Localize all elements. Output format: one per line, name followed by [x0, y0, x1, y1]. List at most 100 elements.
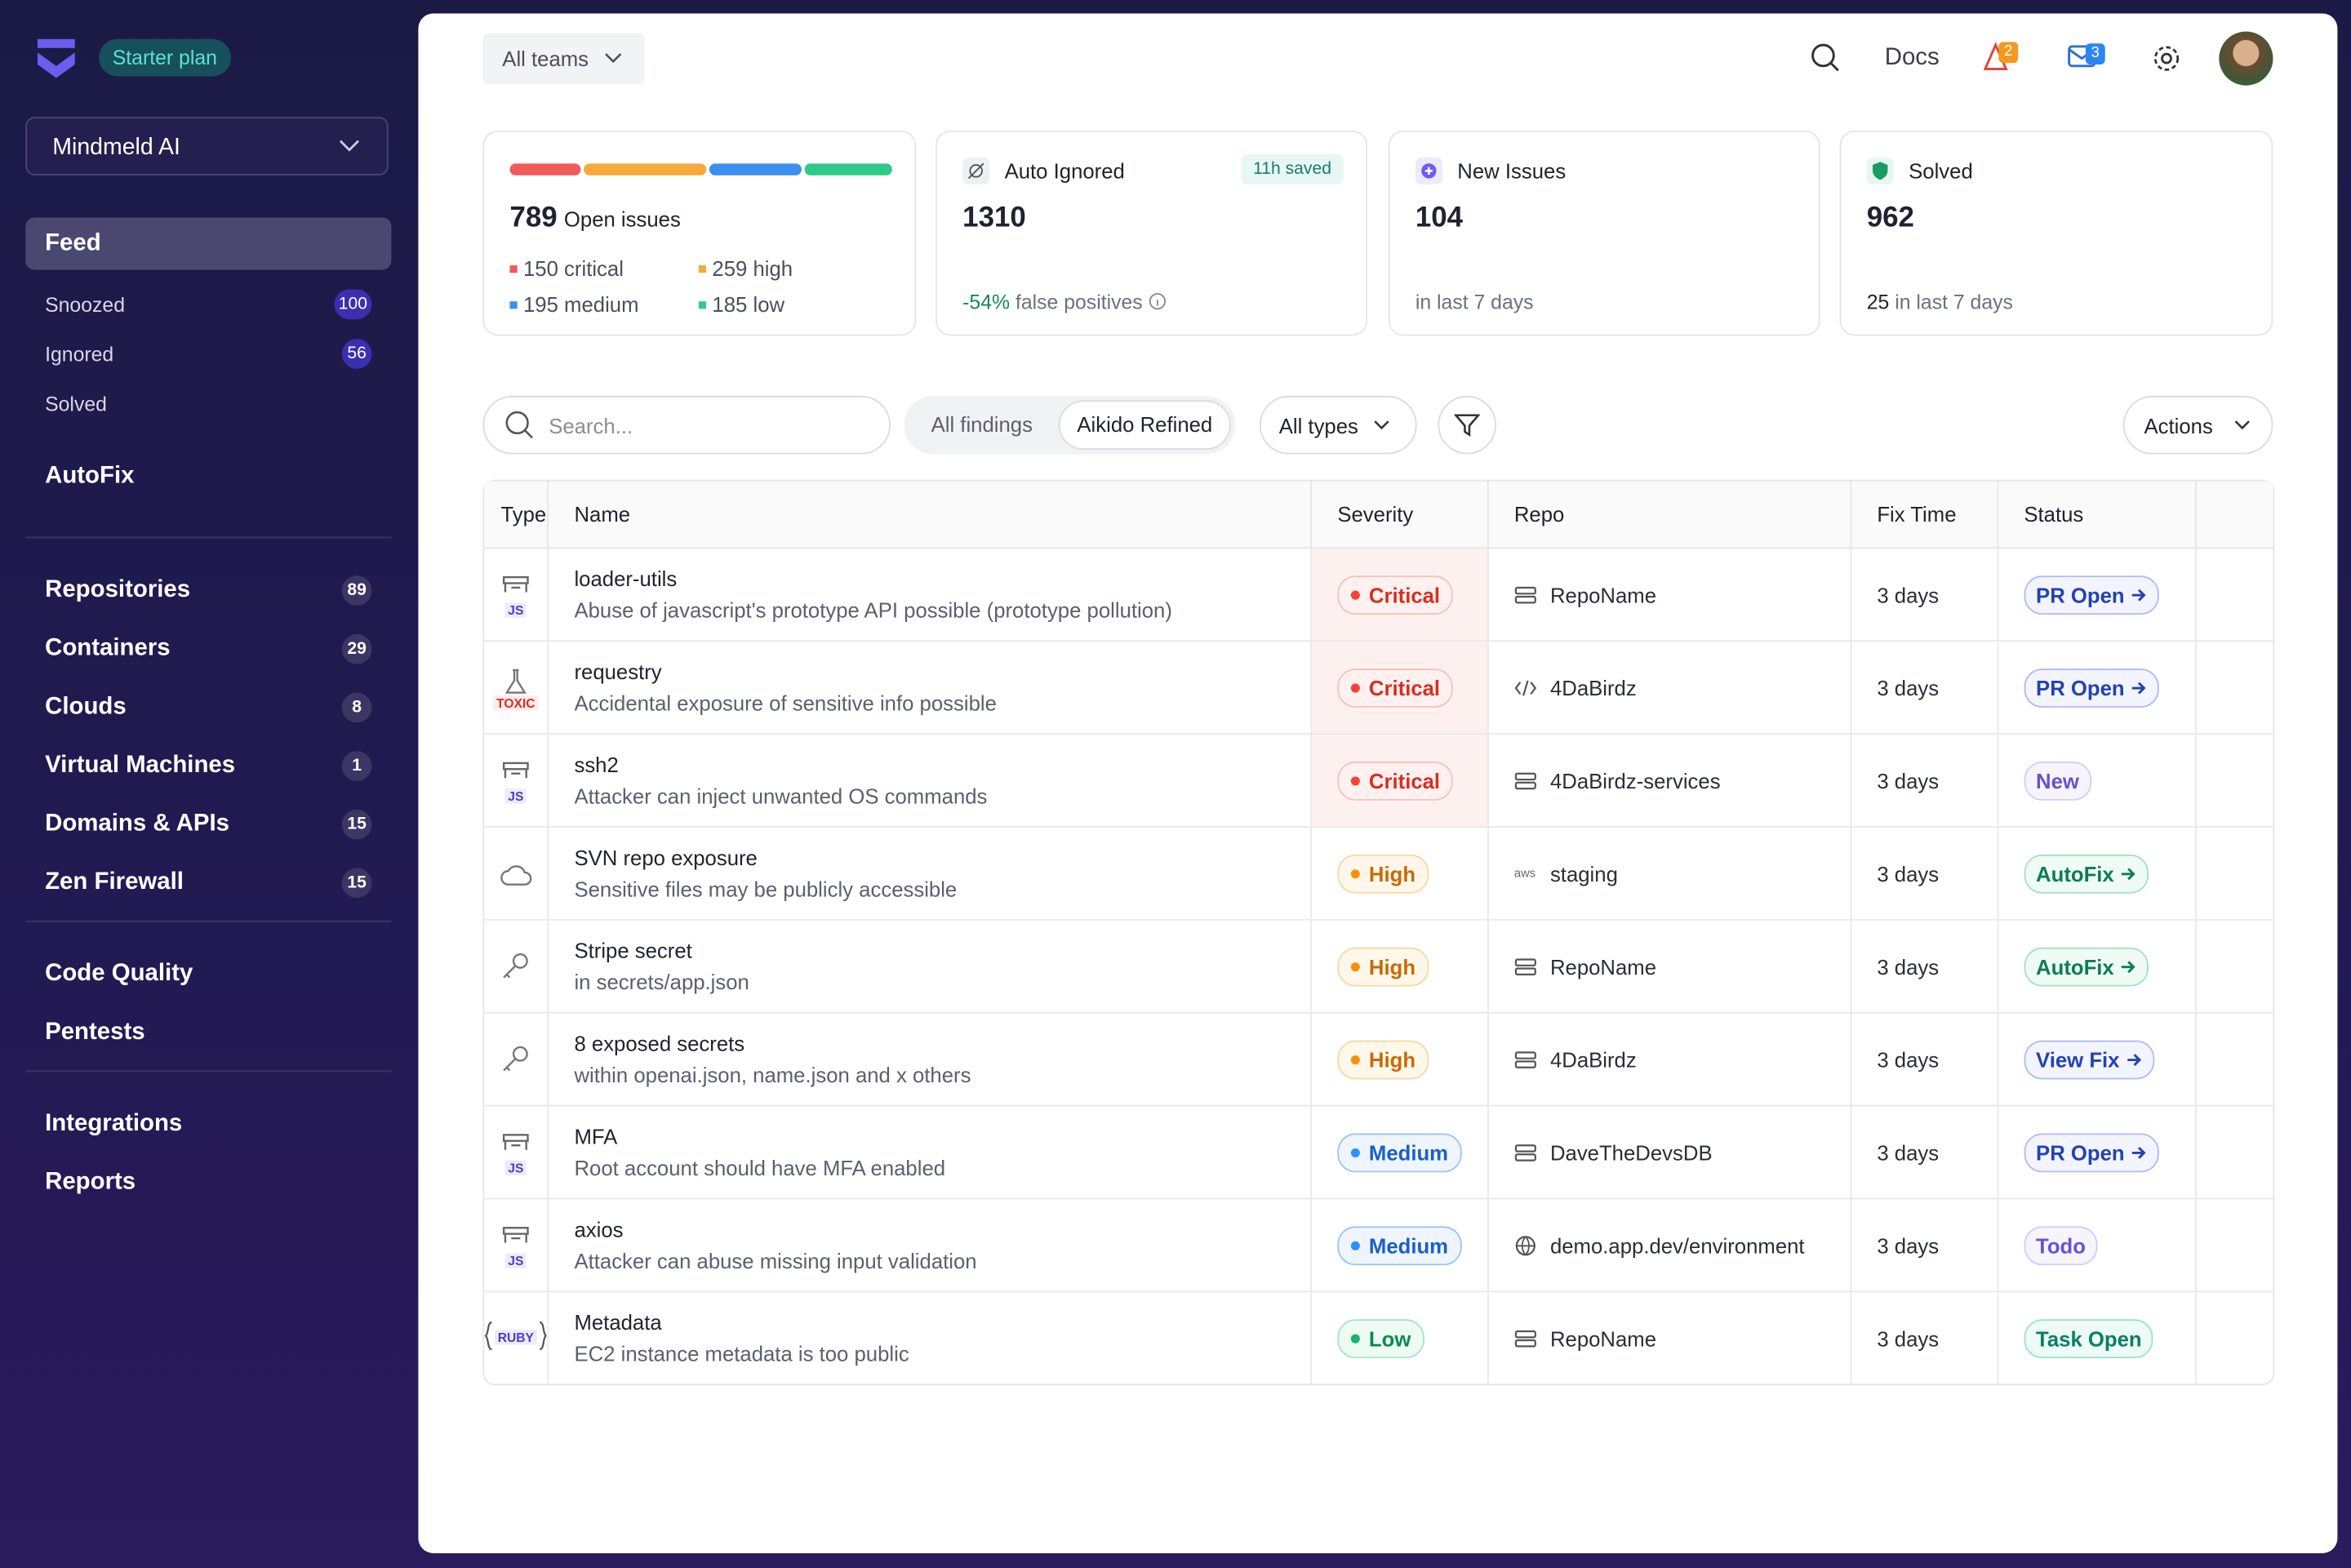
logo — [37, 38, 75, 78]
nav-item[interactable]: Domains & APIs 15 — [25, 808, 391, 841]
nav-item[interactable]: Containers 29 — [25, 633, 391, 665]
finding-row[interactable]: JS axios Attacker can abuse missing input … — [484, 1199, 2273, 1293]
open-count: 789 — [509, 202, 558, 234]
nav-item[interactable]: Pentests — [25, 1016, 391, 1049]
finding-description: EC2 instance metadata is too public — [574, 1341, 909, 1366]
nav-item[interactable]: Reports — [25, 1166, 391, 1199]
fix-time: 3 days — [1851, 1199, 1999, 1293]
finding-name: Metadata — [574, 1310, 662, 1335]
repo-name: RepoName — [1549, 582, 1657, 606]
status-label: PR Open — [2036, 582, 2125, 606]
nav-subitem[interactable]: Snoozed 100 — [25, 288, 391, 321]
arrow-icon — [2121, 867, 2135, 880]
nav-count: 100 — [334, 289, 372, 320]
repo-icon — [1514, 1051, 1536, 1068]
repo-name: 4DaBirdz — [1549, 1046, 1637, 1072]
nav-item[interactable]: Code Quality — [25, 958, 391, 991]
severity-badge: Critical — [1337, 668, 1454, 708]
status-cell: PR Open — [1998, 642, 2197, 735]
level-label: high — [753, 256, 793, 281]
actions-button[interactable]: Actions — [2122, 395, 2273, 455]
level-item: 150 critical — [509, 256, 624, 280]
info-icon[interactable] — [1149, 292, 1167, 310]
nav-item[interactable]: Virtual Machines 1 — [25, 749, 391, 782]
arrow-icon — [2131, 588, 2146, 601]
status-badge[interactable]: PR Open — [2024, 1132, 2159, 1172]
nav-subitem[interactable]: Solved — [25, 387, 391, 420]
empty-cell — [2196, 1014, 2273, 1107]
status-badge[interactable]: AutoFix — [2024, 854, 2149, 893]
repo-name: staging — [1549, 861, 1618, 886]
finding-name: SVN repo exposure — [574, 845, 758, 870]
tab-active[interactable]: Aikido Refined — [1058, 400, 1231, 451]
level-item: 259 high — [698, 256, 793, 281]
workspace-select[interactable]: Mindmeld AI — [25, 117, 389, 175]
workspace-name: Mindmeld AI — [52, 135, 180, 161]
nav-item[interactable]: Integrations — [25, 1108, 391, 1140]
nav-feed[interactable]: Feed — [25, 217, 392, 270]
docs-link[interactable]: Docs — [1884, 45, 1940, 71]
arrow-icon — [2131, 1146, 2146, 1158]
nav-label: Pentests — [45, 1019, 145, 1046]
finding-row[interactable]: TOXIC requestry Accidental exposure of sen… — [484, 642, 2273, 735]
search-input[interactable]: Search... — [482, 395, 891, 455]
nav-item[interactable]: Zen Firewall 15 — [25, 867, 391, 899]
team-label: All teams — [502, 46, 589, 71]
nav-item[interactable]: AutoFix — [25, 460, 391, 493]
card-title: Auto Ignored — [1004, 158, 1125, 184]
status-badge[interactable]: Task Open — [2024, 1318, 2154, 1358]
type-select[interactable]: All types — [1259, 395, 1417, 455]
finding-row[interactable]: 8 exposed secrets within openai.json, nam… — [484, 1013, 2273, 1107]
nav-item[interactable]: Repositories 89 — [25, 574, 391, 606]
finding-row[interactable]: RUBY Metadata EC2 instance metadata is too… — [484, 1292, 2273, 1384]
status-badge[interactable]: Todo — [2024, 1225, 2098, 1265]
empty-cell — [2196, 735, 2273, 828]
avatar[interactable] — [2219, 31, 2273, 86]
status-badge[interactable]: PR Open — [2024, 668, 2159, 708]
icon — [1866, 157, 1894, 184]
finding-row[interactable]: JS loader-utils Abuse of javascript's prot… — [484, 549, 2273, 642]
finding-row[interactable]: Stripe secret in secrets/app.json High Repo… — [484, 920, 2273, 1014]
chevron — [604, 53, 621, 64]
nav-label: Solved — [45, 392, 107, 415]
team-select[interactable]: All teams — [482, 33, 645, 84]
type-tag: JS — [504, 1160, 527, 1175]
severity-badge: Critical — [1337, 575, 1454, 615]
status-label: PR Open — [2036, 1139, 2125, 1165]
type-cell — [484, 1013, 549, 1107]
tab[interactable]: All findings — [931, 412, 1033, 437]
type-icon — [503, 1045, 528, 1071]
severity-dot — [1350, 962, 1360, 971]
search-icon[interactable] — [1811, 43, 1842, 73]
nav-item[interactable]: Clouds 8 — [25, 691, 391, 724]
status-badge[interactable]: AutoFix — [2024, 946, 2149, 986]
status-cell: AutoFix — [1998, 920, 2197, 1014]
severity-label: Critical — [1368, 768, 1441, 793]
settings-icon[interactable] — [2152, 43, 2182, 73]
finding-description: Abuse of javascript's prototype API poss… — [574, 597, 1172, 623]
status-badge[interactable]: New — [2024, 761, 2091, 800]
finding-row[interactable]: JS MFA Root account should have MFA enable… — [484, 1106, 2273, 1200]
filter-button[interactable] — [1438, 395, 1497, 455]
level-item: 195 medium — [509, 292, 639, 317]
nav-subitem[interactable]: Ignored 56 — [25, 337, 391, 370]
type-cell: JS — [484, 1106, 549, 1200]
status-label: AutoFix — [2036, 861, 2114, 886]
arrow-icon — [2127, 1053, 2141, 1066]
status-badge[interactable]: View Fix — [2024, 1039, 2154, 1079]
severity-label: High — [1368, 954, 1416, 979]
bar-segment — [804, 163, 892, 175]
repo-name: demo.app.dev/environment — [1549, 1233, 1805, 1258]
level-dot — [509, 265, 518, 273]
empty-cell — [2196, 1199, 2273, 1293]
severity-cell: High — [1312, 827, 1489, 921]
type-tag: JS — [504, 1253, 527, 1268]
nav-count: 15 — [341, 809, 372, 840]
status-badge[interactable]: PR Open — [2024, 575, 2159, 615]
finding-row[interactable]: JS ssh2 Attacker can inject unwanted OS co… — [484, 734, 2273, 828]
type-tag: JS — [504, 788, 527, 804]
severity-badge: Low — [1337, 1318, 1424, 1358]
finding-description: Sensitive files may be publicly accessib… — [574, 877, 958, 901]
finding-row[interactable]: SVN repo exposure Sensitive files may be … — [484, 827, 2273, 921]
